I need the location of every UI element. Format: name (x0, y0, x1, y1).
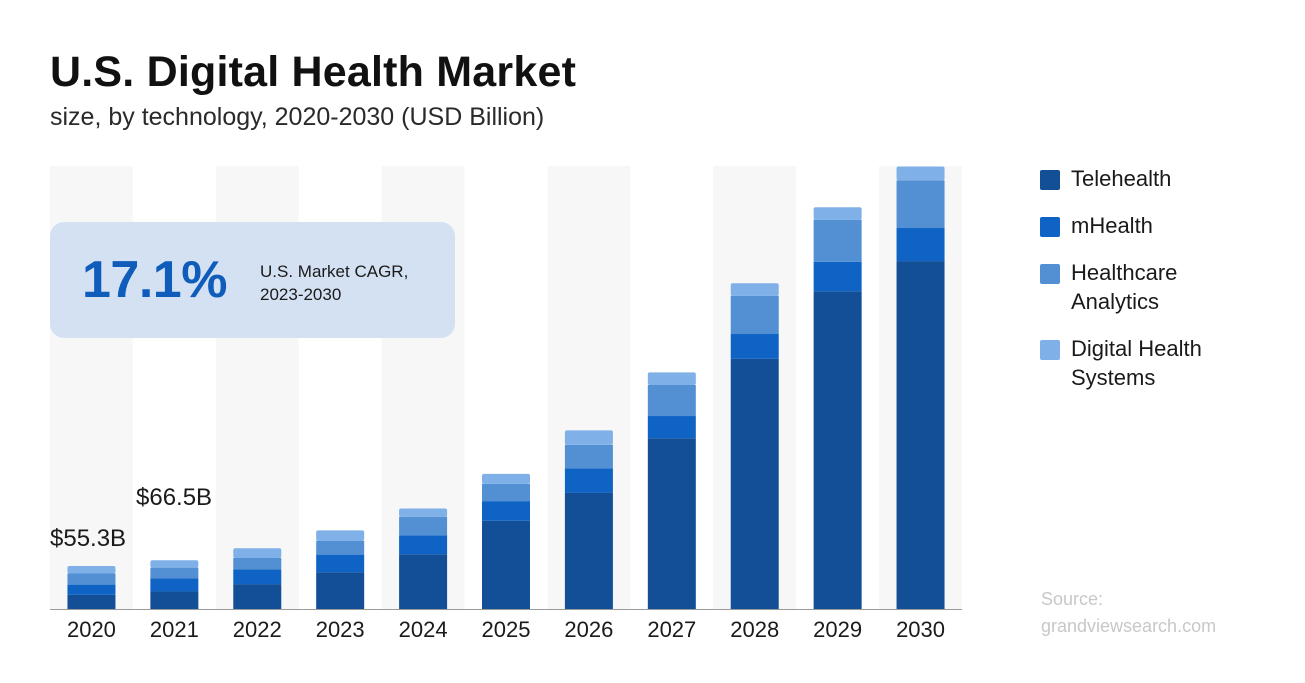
x-tick-label-2029: 2029 (813, 617, 862, 642)
bar-mhealth-2025 (482, 501, 530, 521)
bar-digital-health-systems-2030 (896, 166, 945, 181)
annotation-2020-total: $55.3B (50, 525, 127, 552)
source-note: Source: grandviewsearch.com (1041, 586, 1216, 640)
bar-digital-health-systems-2028 (730, 283, 779, 296)
x-tick-label-2024: 2024 (399, 617, 448, 642)
bar-healthcare-analytics-2022 (233, 557, 282, 570)
legend-swatch-healthcare-analytics (1040, 264, 1060, 284)
legend-label-healthcare-analytics: Healthcare Analytics (1071, 260, 1178, 314)
x-tick-label-2030: 2030 (896, 617, 945, 642)
legend-item-telehealth: Telehealth (1040, 164, 1280, 193)
cagr-callout: 17.1% U.S. Market CAGR, 2023-2030 (50, 222, 455, 338)
x-tick-label-2021: 2021 (150, 617, 199, 642)
x-tick-label-2023: 2023 (316, 617, 365, 642)
bar-telehealth-2030 (896, 261, 945, 609)
legend-label-mhealth: mHealth (1071, 213, 1153, 238)
x-tick-label-2027: 2027 (647, 617, 696, 642)
bar-digital-health-systems-2021 (150, 560, 199, 568)
legend-swatch-telehealth (1040, 170, 1060, 190)
bar-digital-health-systems-2027 (647, 372, 696, 385)
bar-digital-health-systems-2020 (67, 566, 116, 574)
bar-telehealth-2027 (647, 438, 696, 609)
legend-item-mhealth: mHealth (1040, 211, 1280, 240)
bar-digital-health-systems-2024 (399, 508, 448, 517)
bar-healthcare-analytics-2021 (150, 567, 199, 579)
legend-label-telehealth: Telehealth (1071, 166, 1172, 191)
bar-telehealth-2022 (233, 584, 282, 609)
bar-healthcare-analytics-2026 (564, 444, 613, 469)
x-tick-label-2020: 2020 (67, 617, 116, 642)
bar-digital-health-systems-2029 (813, 207, 862, 220)
bar-mhealth-2023 (316, 554, 365, 573)
bar-digital-health-systems-2026 (564, 430, 613, 445)
bar-mhealth-2029 (813, 261, 862, 292)
x-tick-label-2025: 2025 (482, 617, 531, 642)
legend-item-healthcare-analytics: Healthcare Analytics (1040, 258, 1251, 316)
bar-digital-health-systems-2022 (233, 548, 282, 558)
annotation-2021-total: $66.5B (136, 484, 213, 511)
bar-mhealth-2022 (233, 569, 282, 585)
bar-healthcare-analytics-2023 (316, 540, 365, 555)
bar-digital-health-systems-2023 (316, 530, 365, 541)
legend-item-digital-health-systems: Digital Health Systems (1040, 334, 1271, 392)
bar-telehealth-2029 (813, 291, 862, 609)
bar-healthcare-analytics-2027 (647, 384, 696, 417)
source-url: grandviewsearch.com (1041, 616, 1217, 636)
bar-telehealth-2021 (150, 591, 199, 609)
bar-healthcare-analytics-2020 (67, 573, 116, 585)
chart-title: U.S. Digital Health Market (50, 48, 577, 96)
bar-telehealth-2023 (316, 572, 365, 609)
chart-subtitle: size, by technology, 2020-2030 (USD Bill… (50, 103, 545, 131)
bar-mhealth-2030 (896, 228, 945, 262)
bar-healthcare-analytics-2028 (730, 295, 779, 335)
source-label: Source: (1041, 589, 1104, 609)
bar-mhealth-2028 (730, 334, 779, 359)
x-tick-label-2028: 2028 (730, 617, 779, 642)
bar-healthcare-analytics-2030 (896, 180, 945, 229)
x-tick-label-2026: 2026 (564, 617, 613, 642)
chart-legend: Telehealth mHealth Healthcare Analytics … (1040, 164, 1280, 410)
bar-mhealth-2024 (399, 535, 448, 555)
legend-swatch-mhealth (1040, 217, 1060, 237)
legend-swatch-digital-health-systems (1040, 340, 1060, 360)
bar-mhealth-2027 (647, 416, 696, 439)
bar-mhealth-2021 (150, 578, 199, 592)
bar-healthcare-analytics-2025 (482, 483, 530, 502)
bar-mhealth-2026 (564, 468, 613, 493)
x-tick-label-2022: 2022 (233, 617, 282, 642)
bar-digital-health-systems-2025 (482, 473, 530, 484)
bar-mhealth-2020 (67, 584, 116, 595)
bar-healthcare-analytics-2029 (813, 219, 862, 262)
cagr-label: U.S. Market CAGR, 2023-2030 (260, 262, 409, 304)
bar-telehealth-2020 (67, 594, 116, 609)
bar-telehealth-2028 (730, 358, 779, 609)
bar-telehealth-2025 (482, 520, 530, 609)
bar-telehealth-2024 (399, 554, 448, 609)
legend-label-digital-health-systems: Digital Health Systems (1071, 336, 1202, 390)
cagr-value: 17.1% (82, 251, 227, 309)
bar-healthcare-analytics-2024 (399, 516, 448, 536)
bar-telehealth-2026 (564, 492, 613, 609)
